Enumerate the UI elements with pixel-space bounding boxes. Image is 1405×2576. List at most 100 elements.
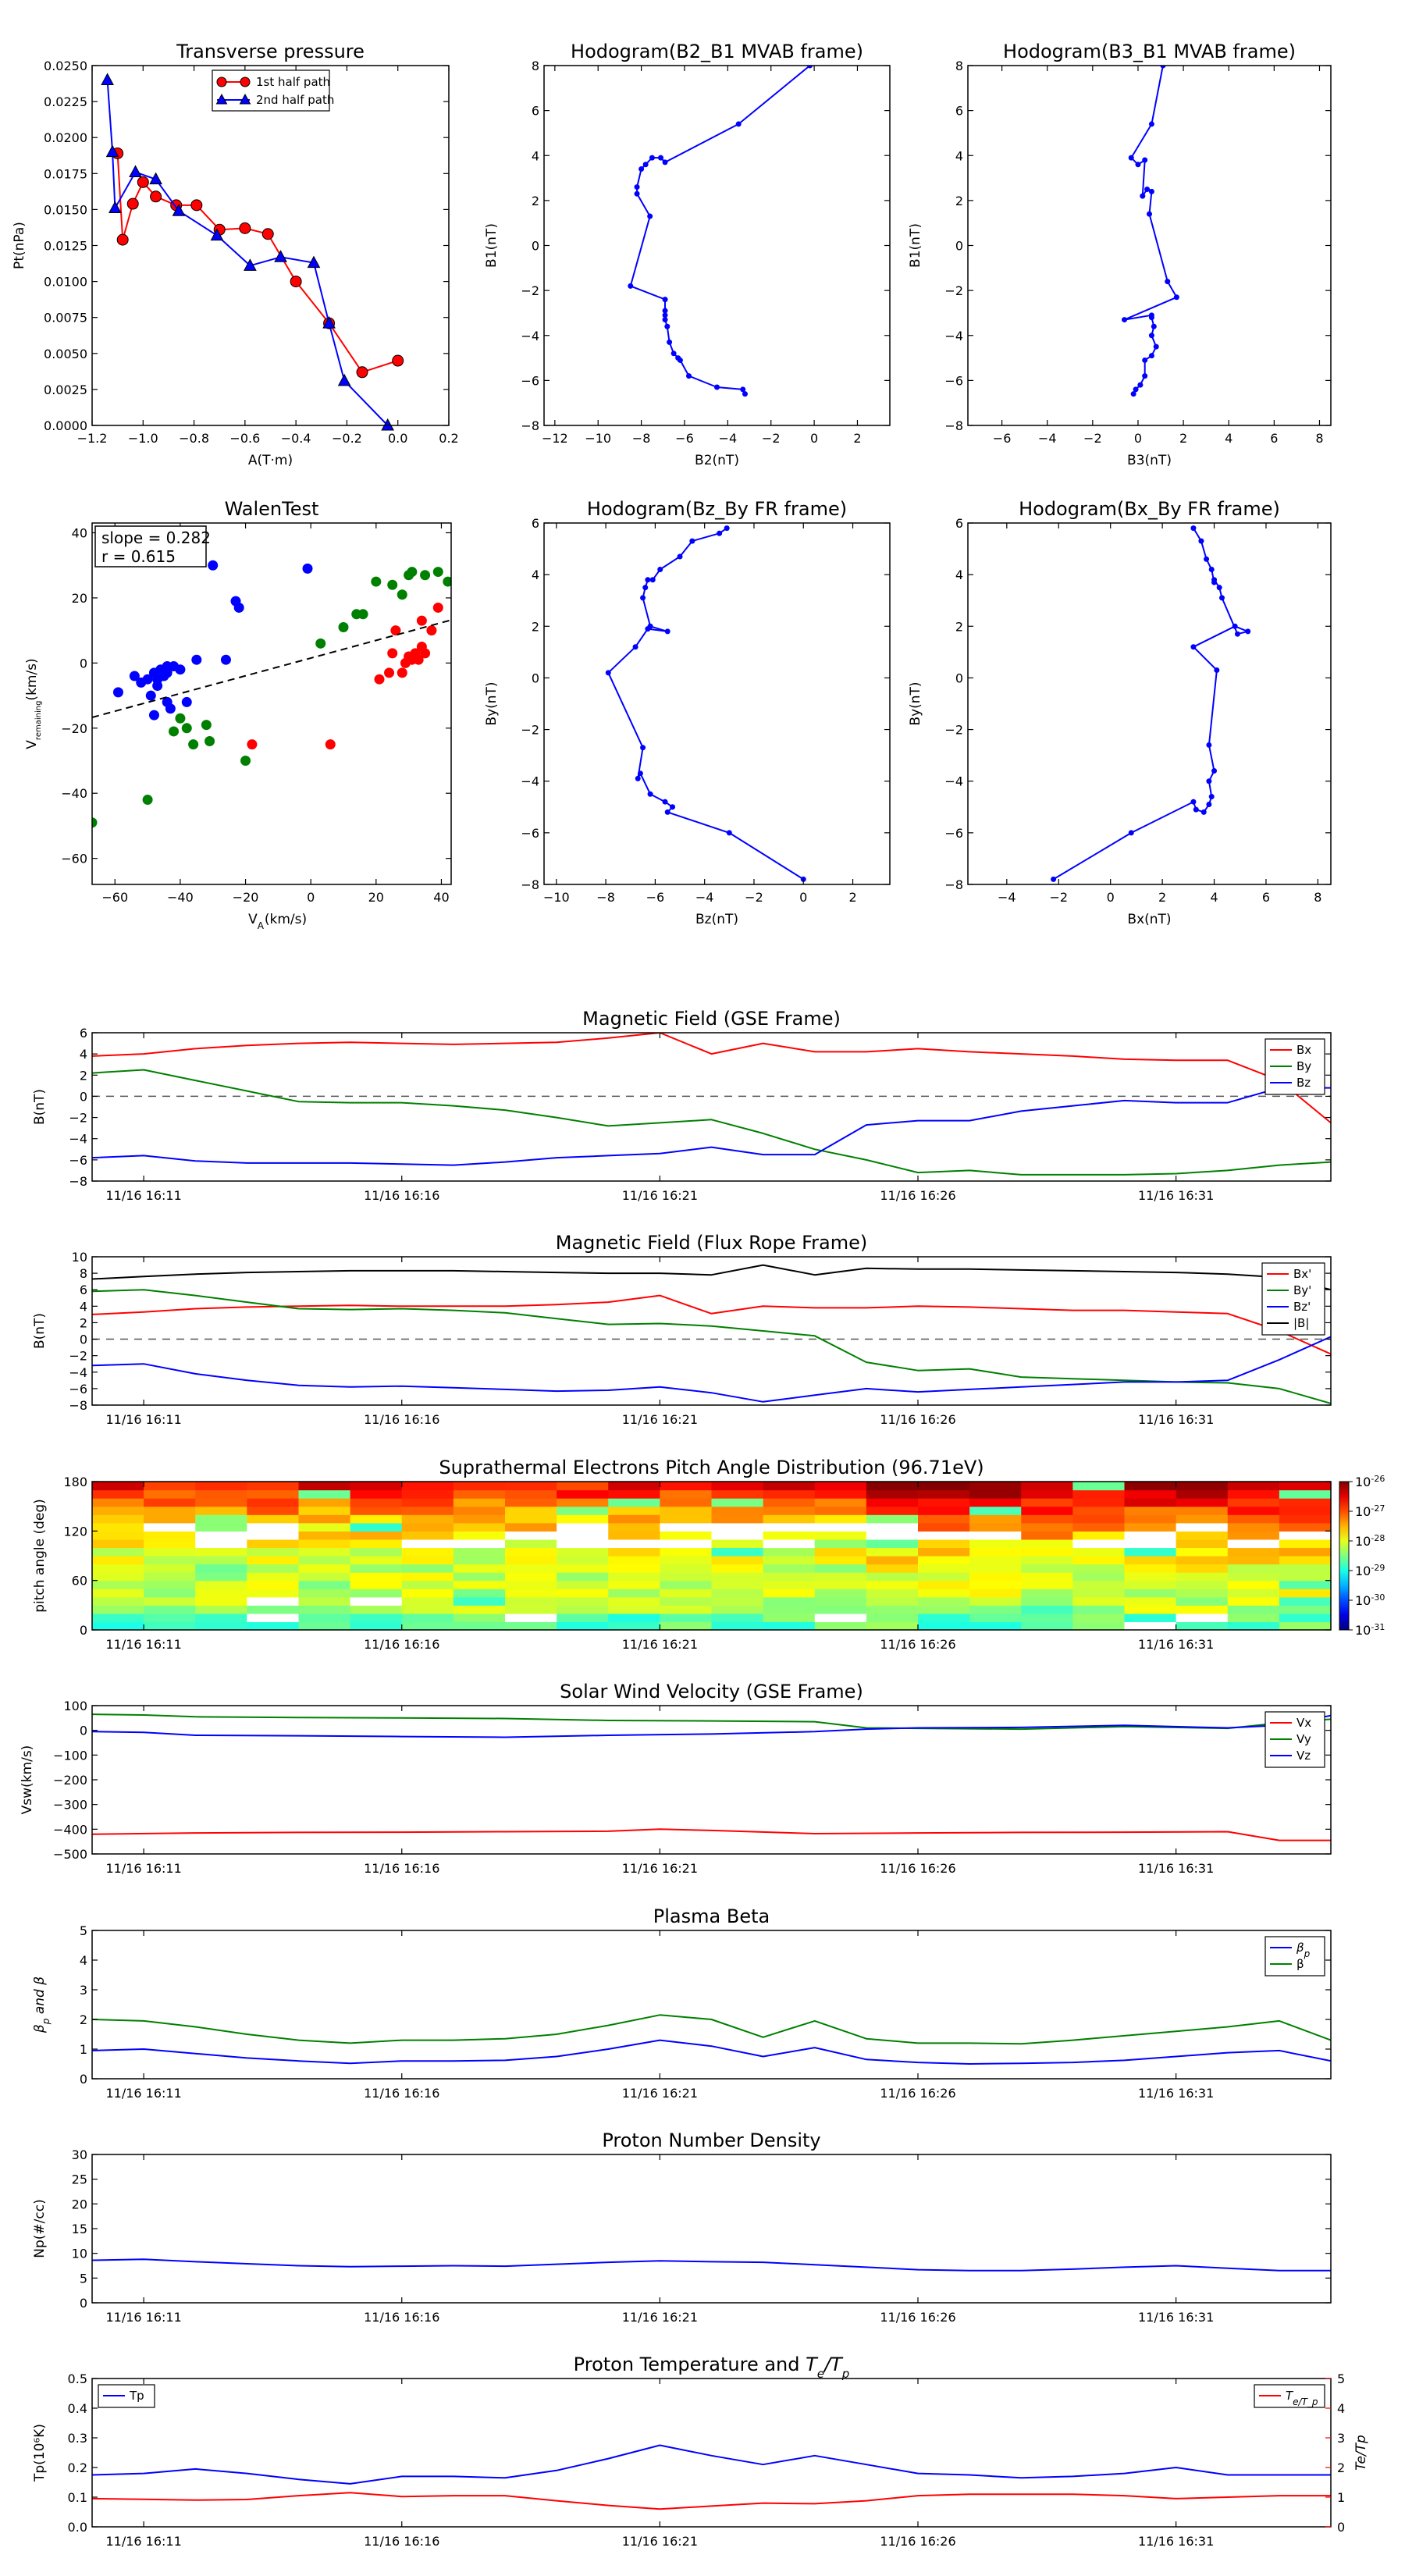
heatmap-cell: [1227, 1482, 1280, 1491]
heatmap-cell: [1124, 1572, 1177, 1582]
chart-vsw: −500 −400 −300 −200 −100 0 100 11/16 16:11 11/16…: [20, 1681, 1332, 1876]
heatmap-cell: [350, 1621, 403, 1631]
heatmap-cell: [557, 1572, 609, 1582]
heatmap-cell: [1124, 1506, 1177, 1515]
heatmap-cell: [557, 1621, 609, 1631]
data-point: [1148, 353, 1154, 359]
data-point: [807, 66, 813, 69]
y-tick-label: 8: [955, 59, 963, 73]
data-point: [634, 190, 640, 197]
x-tick-label: −1.0: [128, 431, 158, 446]
heatmap-cell: [505, 1589, 557, 1598]
heatmap-cell: [1124, 1522, 1177, 1532]
heatmap-cell: [453, 1522, 506, 1532]
data-point: [150, 190, 162, 203]
heatmap-cell: [195, 1596, 247, 1606]
y-tick-label: 1: [80, 2042, 87, 2057]
plot-area: [92, 2258, 1331, 2272]
heatmap-cell: [401, 1613, 454, 1623]
y-tick-label: −2: [69, 1349, 87, 1364]
data-point: [1140, 193, 1146, 199]
heatmap-cell: [660, 1580, 713, 1589]
scatter-point: [426, 625, 437, 636]
heatmap-cell: [298, 1547, 351, 1557]
x-axis-label: A(T·m): [248, 453, 293, 468]
heatmap-cell: [608, 1556, 660, 1565]
heatmap-cell: [711, 1580, 764, 1589]
heatmap-cell: [1021, 1498, 1073, 1507]
x-tick-label: −1.2: [77, 431, 108, 446]
scatter-point: [92, 817, 98, 828]
data-point: [628, 283, 634, 289]
data-point: [662, 317, 668, 323]
heatmap-cell: [1279, 1522, 1332, 1532]
data-point: [1206, 742, 1212, 748]
x-tick-label: 0: [799, 890, 807, 905]
heatmap-cell: [453, 1621, 506, 1631]
x-tick-label: 4: [1210, 890, 1218, 905]
heatmap-cell: [1227, 1531, 1280, 1540]
x-tick-label: −10: [585, 431, 611, 446]
heatmap-cell: [92, 1556, 144, 1565]
heatmap-cell: [557, 1589, 609, 1598]
heatmap-cell: [711, 1506, 764, 1515]
time-tick-label: 11/16 16:26: [880, 1412, 955, 1427]
heatmap-cell: [1227, 1514, 1280, 1524]
data-point: [307, 255, 321, 269]
heatmap-cell: [711, 1514, 764, 1524]
heatmap-cell: [1176, 1572, 1229, 1582]
chart-bgse: −8 −6 −4 −2 0 2 4 6 11/16 16:11 11/16 16:16 11/16 …: [32, 1008, 1332, 1203]
data-point: [1206, 801, 1212, 807]
heatmap-cell: [660, 1514, 713, 1524]
data-point: [735, 121, 742, 127]
data-point: [647, 791, 653, 797]
data-point: [1133, 386, 1139, 393]
y-tick-label: −500: [53, 1847, 87, 1862]
data-point: [1128, 155, 1134, 161]
time-tick-label: 11/16 16:26: [880, 2534, 955, 2549]
heatmap-cell: [608, 1564, 660, 1573]
heatmap-cell: [1021, 1589, 1073, 1598]
data-point: [647, 623, 653, 629]
heatmap-cell: [711, 1489, 764, 1499]
heatmap-cell: [711, 1531, 764, 1540]
y-tick-label: 0: [80, 2296, 87, 2311]
y-axis-label: Vremaining(km/s): [24, 658, 43, 749]
data-point: [1204, 556, 1210, 562]
x-tick-label: 0.2: [439, 431, 458, 446]
heatmap-cell: [763, 1482, 816, 1491]
data-point: [126, 197, 139, 210]
time-tick-label: 11/16 16:16: [364, 2086, 439, 2101]
plot-frame: [91, 522, 452, 885]
heatmap-cell: [505, 1556, 557, 1565]
heatmap-cell: [918, 1514, 970, 1524]
heatmap-cell: [557, 1506, 609, 1515]
series-line-Vy: [92, 1713, 1331, 1731]
heatmap-cell: [608, 1589, 660, 1598]
heatmap-cell: [298, 1605, 351, 1614]
data-point: [1144, 186, 1151, 192]
heatmap-cell: [401, 1539, 454, 1549]
scatter-point: [129, 671, 140, 681]
series-line-Np: [92, 2258, 1331, 2272]
heatmap-cell: [608, 1547, 660, 1557]
x-tick-label: −2: [1083, 431, 1102, 446]
heatmap-cell: [711, 1621, 764, 1631]
hodogram-line: [607, 527, 804, 881]
time-tick-label: 11/16 16:31: [1138, 1412, 1214, 1427]
y-tick-label: 40: [72, 526, 87, 541]
heatmap-cell: [1124, 1580, 1177, 1589]
y-tick-label: 4: [80, 1299, 87, 1314]
heatmap-cell: [1124, 1556, 1177, 1565]
scatter-point: [240, 755, 251, 766]
series-line-1: [92, 2492, 1331, 2510]
colorbar-tick-label: 10-28: [1355, 1533, 1385, 1550]
data-point: [322, 316, 336, 329]
x-tick-label: −10: [543, 890, 570, 905]
heatmap-cell: [763, 1621, 816, 1631]
series-line-Bz: [92, 1087, 1331, 1166]
heatmap-cell: [144, 1613, 196, 1623]
time-tick-label: 11/16 16:26: [880, 1637, 955, 1652]
heatmap-cell: [1176, 1589, 1229, 1598]
legend-marker: [215, 93, 228, 105]
